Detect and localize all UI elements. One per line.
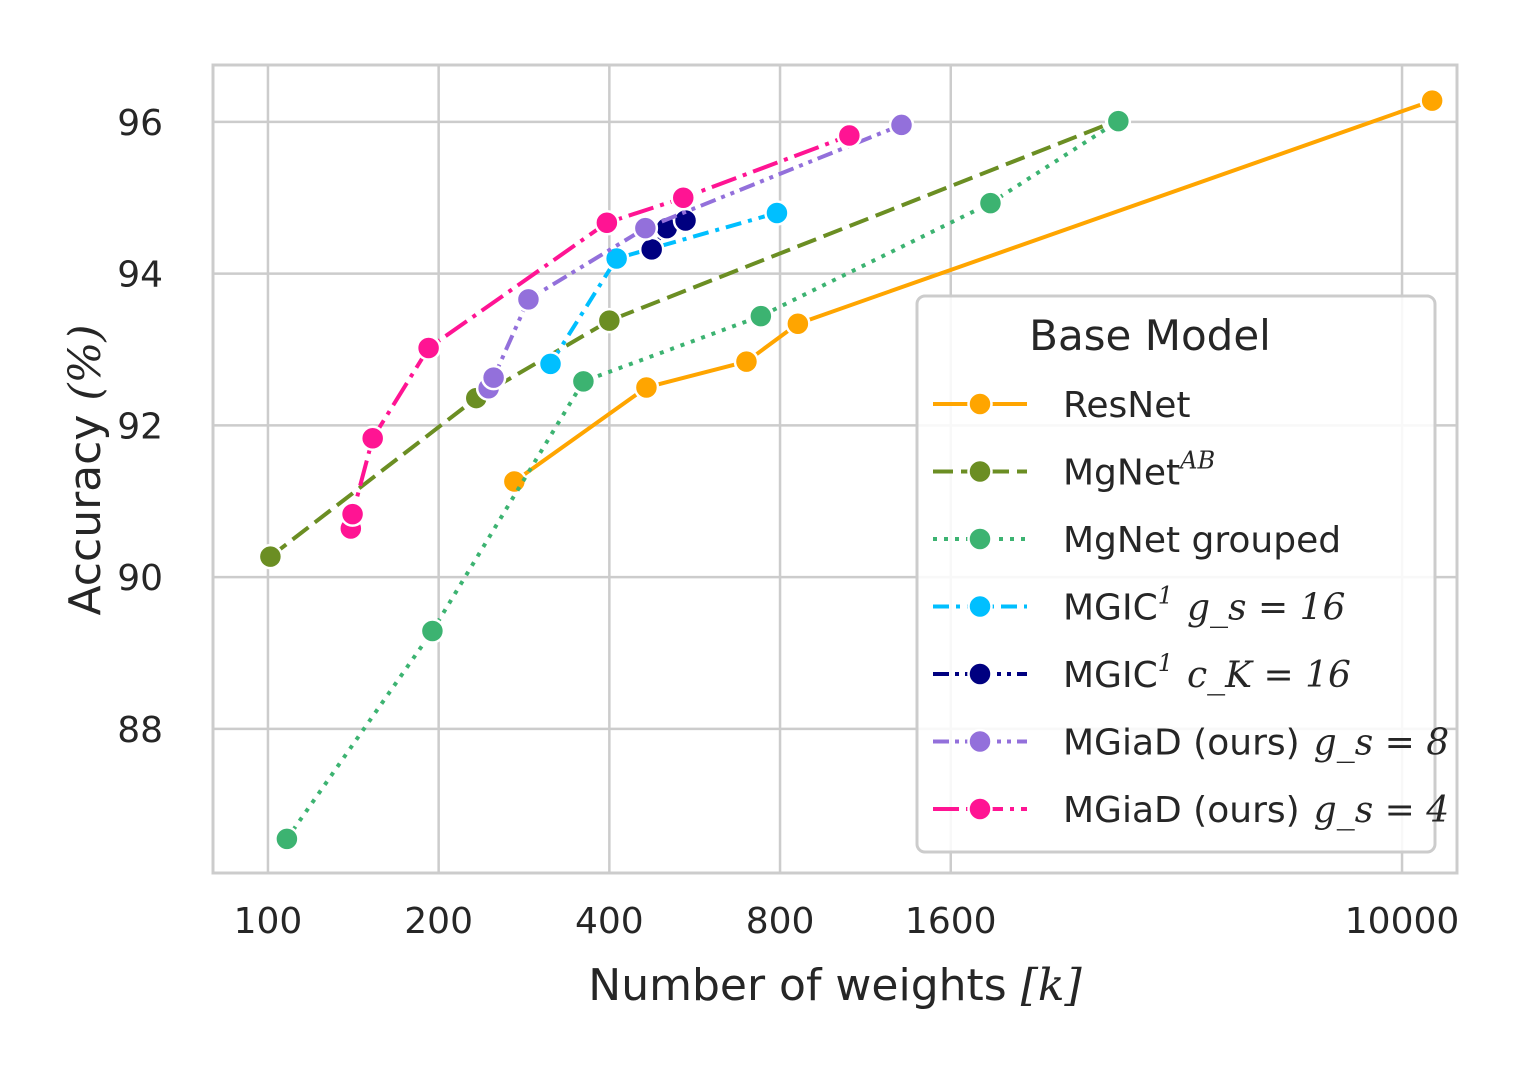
legend-entry: MGiaD (ours) g_s = 8	[933, 723, 1449, 764]
legend-entry: MgNet grouped	[933, 520, 1341, 561]
legend-entry: MGiaD (ours) g_s = 4	[933, 790, 1449, 831]
data-point	[632, 215, 659, 241]
legend-entry: MgNetAB	[933, 447, 1215, 494]
legend-title: Base Model	[1029, 311, 1271, 360]
legend-entry: ResNet	[933, 385, 1191, 426]
legend-marker	[967, 391, 993, 417]
data-point	[633, 374, 660, 401]
series-3	[537, 200, 790, 377]
legend-label: MGiaD (ours) g_s = 4	[1063, 790, 1449, 831]
x-tick-labels: 100 200 400 800 1600 10000	[234, 901, 1460, 942]
x-tick-label: 200	[404, 901, 473, 942]
legend-label: ResNet	[1063, 385, 1191, 426]
data-point	[419, 618, 446, 644]
data-point	[603, 245, 630, 272]
x-tick-label: 400	[575, 901, 644, 942]
data-point	[1105, 108, 1132, 134]
y-tick-label: 88	[117, 710, 163, 751]
data-point	[836, 122, 863, 149]
data-point	[733, 348, 760, 375]
series-line	[348, 133, 851, 529]
data-point	[415, 335, 442, 361]
legend-marker	[967, 796, 993, 822]
legend-marker	[967, 728, 993, 755]
legend-label: MGIC1 g_s = 16	[1063, 582, 1345, 629]
x-tick-label: 1600	[905, 901, 997, 942]
data-point	[596, 307, 623, 334]
legend: Base Model ResNet MgNetAB MgNet grouped MGI…	[915, 294, 1449, 854]
data-point	[570, 368, 597, 395]
data-point	[748, 303, 774, 329]
data-point	[638, 236, 665, 263]
data-point	[1419, 87, 1445, 114]
series-line	[548, 210, 778, 365]
series-line	[486, 123, 903, 390]
legend-marker	[967, 593, 993, 620]
data-point	[501, 468, 528, 495]
y-tick-label: 94	[117, 255, 163, 296]
legend-entries: ResNet MgNetAB MgNet grouped MGIC1 g_s = 16 M…	[933, 385, 1449, 831]
data-point	[785, 310, 811, 337]
series-2	[274, 108, 1132, 852]
legend-label: MGIC1 c_K = 16	[1063, 649, 1351, 696]
legend-marker	[967, 526, 993, 552]
series-6	[338, 122, 863, 542]
data-point	[339, 501, 366, 527]
x-axis-label: Number of weights [k]	[588, 960, 1082, 1011]
legend-marker	[967, 661, 993, 687]
series-layer	[257, 87, 1445, 852]
legend-box	[915, 294, 1437, 854]
y-axis-label: Accuracy (%)	[60, 324, 111, 615]
data-point	[888, 112, 915, 138]
y-tick-label: 92	[117, 406, 163, 447]
data-point	[537, 351, 564, 377]
data-point	[359, 425, 386, 452]
series-0	[501, 87, 1445, 495]
y-tick-label: 90	[117, 558, 163, 599]
legend-label: MgNetAB	[1063, 447, 1215, 494]
legend-label: MGiaD (ours) g_s = 8	[1063, 723, 1449, 764]
series-5	[475, 112, 915, 401]
legend-entry: MGIC1 g_s = 16	[933, 582, 1345, 629]
x-tick-label: 800	[746, 901, 815, 942]
series-line	[285, 119, 1120, 841]
x-tick-label: 10000	[1345, 901, 1460, 942]
data-point	[594, 210, 620, 236]
y-tick-labels: 88 90 92 94 96	[117, 103, 163, 751]
legend-marker	[967, 458, 993, 485]
plot-frame	[211, 63, 1459, 875]
data-point	[480, 364, 507, 391]
data-point	[274, 826, 300, 852]
data-point	[977, 190, 1004, 216]
legend-entry: MGIC1 c_K = 16	[933, 649, 1351, 696]
legend-label: MgNet grouped	[1063, 520, 1341, 561]
data-point	[670, 185, 697, 211]
data-point	[515, 286, 542, 313]
data-point	[764, 200, 790, 226]
data-point	[257, 543, 284, 570]
x-tick-label: 100	[234, 901, 303, 942]
y-tick-label: 96	[117, 103, 163, 144]
